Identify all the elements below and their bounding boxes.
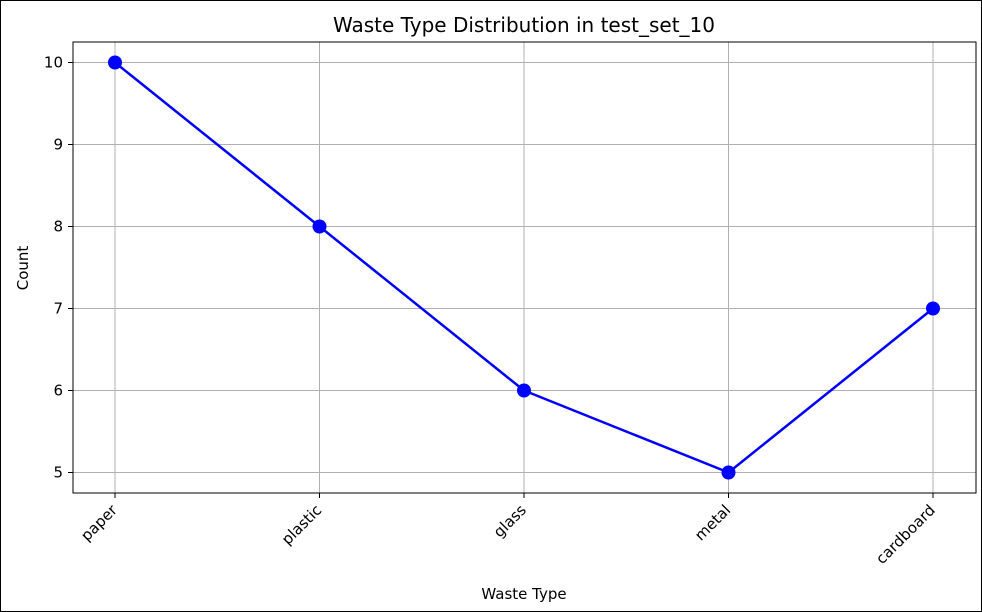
x-axis-label: Waste Type (481, 585, 566, 603)
x-tick-label: cardboard (872, 501, 939, 568)
grid-lines (73, 42, 976, 493)
x-tick-label: glass (490, 501, 530, 541)
y-tick-label: 5 (53, 464, 63, 482)
y-axis: 5 6 7 8 9 10 (44, 54, 73, 482)
y-axis-label: Count (14, 246, 32, 291)
y-tick-label: 7 (53, 300, 63, 318)
chart-title: Waste Type Distribution in test_set_10 (333, 13, 715, 37)
data-point-glass (517, 383, 531, 398)
x-axis: paper plastic glass metal cardboard (77, 493, 939, 568)
series-layer (108, 55, 940, 480)
y-tick-label: 10 (44, 54, 63, 72)
data-point-plastic (312, 219, 327, 234)
data-point-paper (108, 55, 122, 70)
x-tick-label: paper (77, 501, 121, 545)
x-tick-label: metal (691, 501, 734, 544)
y-tick-label: 6 (53, 382, 63, 400)
data-point-cardboard (926, 301, 940, 316)
x-tick-label: plastic (278, 501, 325, 548)
y-tick-label: 8 (53, 218, 63, 236)
data-point-metal (721, 465, 736, 480)
y-tick-label: 9 (53, 136, 63, 154)
